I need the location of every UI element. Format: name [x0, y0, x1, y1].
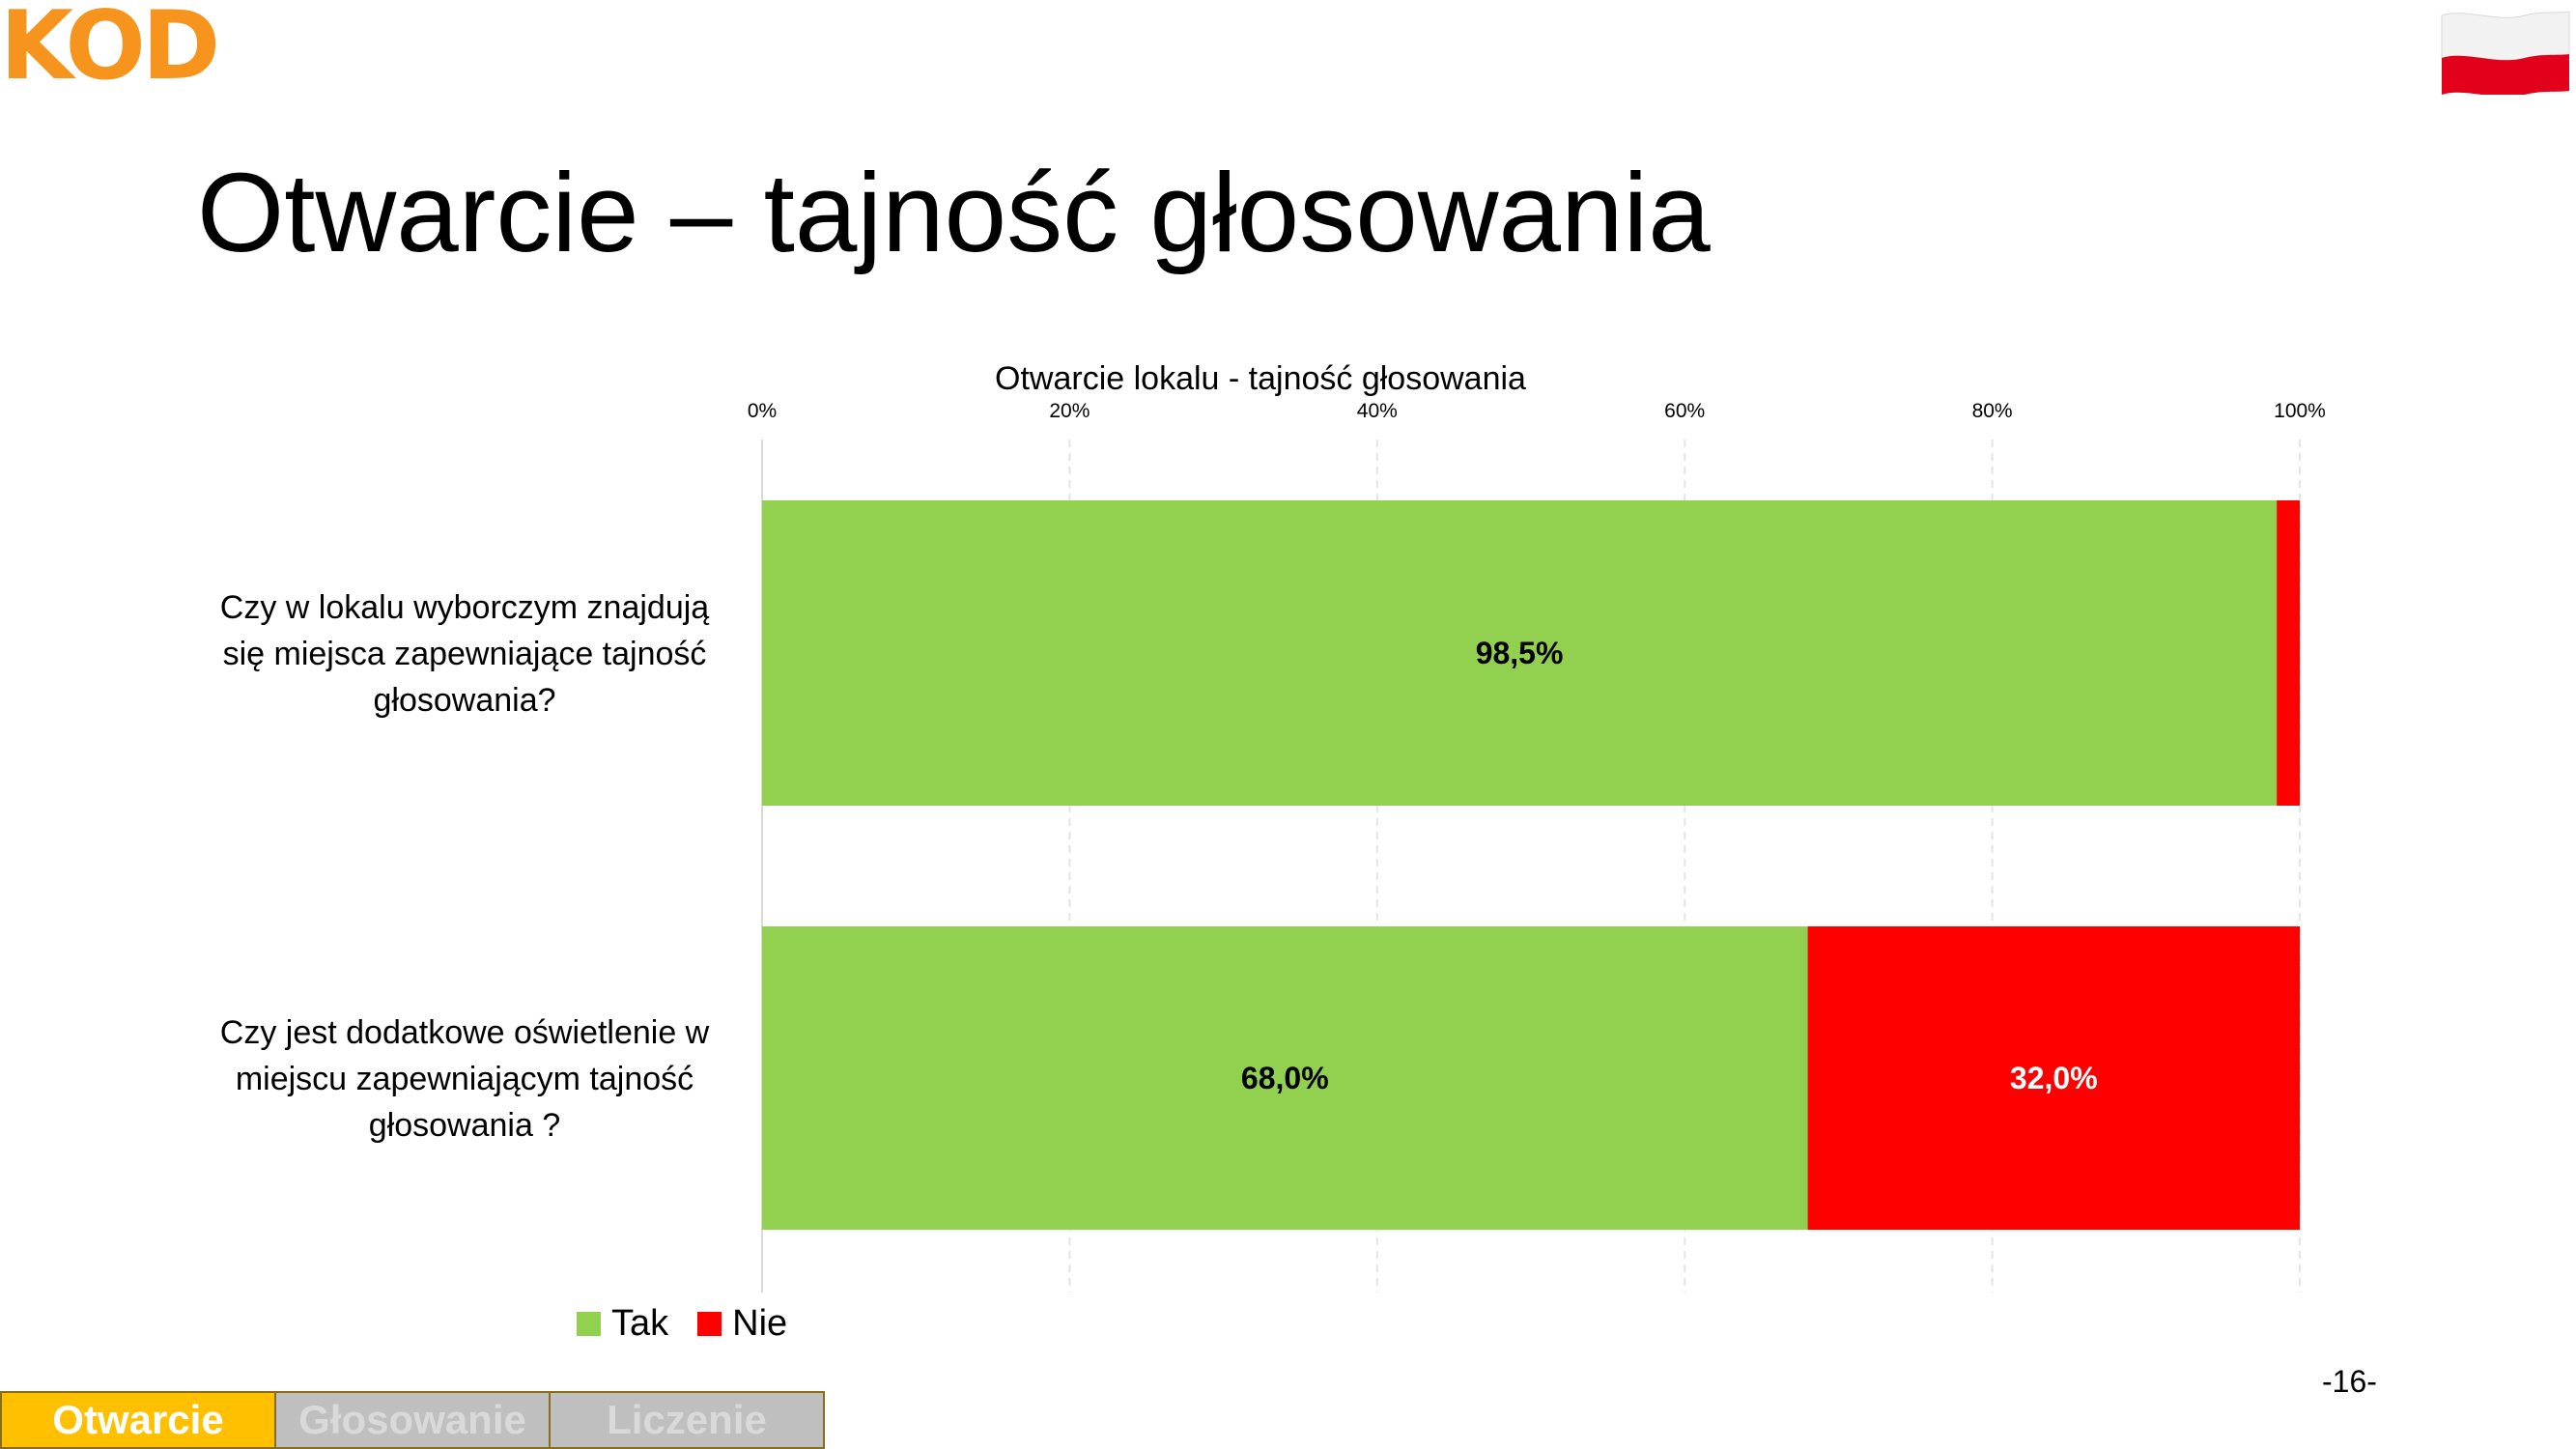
category-label-line: się miejsca zapewniające tajność — [222, 636, 707, 672]
page-number: -16- — [2322, 1364, 2377, 1399]
kod-logo: KOD — [0, 0, 232, 101]
legend-swatch-tak — [577, 1311, 601, 1336]
nav-tab-otwarcie[interactable]: Otwarcie — [0, 1391, 276, 1449]
category-label-line: głosowania ? — [368, 1107, 561, 1144]
x-tick-label: 80% — [1972, 400, 2013, 422]
poland-flag-icon — [2441, 11, 2570, 95]
x-tick-label: 40% — [1357, 400, 1398, 422]
legend-swatch-nie — [697, 1311, 722, 1336]
x-tick-label: 100% — [2274, 400, 2326, 422]
kod-logo-text: KOD — [0, 0, 220, 101]
legend-label-tak: Tak — [611, 1302, 669, 1344]
bar-tak-1 — [762, 926, 1808, 1230]
nav-tab-liczenie[interactable]: Liczenie — [551, 1391, 825, 1449]
category-label-line: miejscu zapewniającym tajność — [235, 1061, 694, 1097]
section-nav: Otwarcie Głosowanie Liczenie — [0, 1391, 825, 1449]
category-label-line: Czy w lokalu wyborczym znajdują — [219, 589, 710, 626]
nav-tab-glosowanie[interactable]: Głosowanie — [276, 1391, 551, 1449]
bar-nie-1 — [1807, 926, 2300, 1230]
category-label-line: Czy jest dodatkowe oświetlenie w — [219, 1014, 710, 1051]
legend-item-nie: Nie — [697, 1303, 787, 1345]
legend-item-tak: Tak — [577, 1303, 668, 1345]
category-label-secrecy-places: Czy w lokalu wyborczym znajdują się miej… — [165, 584, 764, 724]
bar-nie-0 — [2277, 500, 2300, 806]
data-label: 32,0% — [2010, 1061, 2098, 1095]
data-label: 98,5% — [1476, 636, 1564, 670]
chart-title: Otwarcie lokalu - tajność głosowania — [995, 360, 1526, 397]
chart-legend: Tak Nie — [577, 1302, 816, 1345]
x-tick-label: 0% — [748, 400, 777, 422]
data-label: 68,0% — [1241, 1061, 1329, 1095]
legend-label-nie: Nie — [732, 1302, 788, 1344]
x-tick-label: 20% — [1049, 400, 1090, 422]
page-title: Otwarcie – tajność głosowania — [197, 150, 1711, 275]
bar-tak-0 — [762, 500, 2278, 806]
category-label-extra-lighting: Czy jest dodatkowe oświetlenie w miejscu… — [165, 1009, 764, 1149]
x-tick-label: 60% — [1664, 400, 1705, 422]
category-label-line: głosowania? — [373, 682, 556, 719]
